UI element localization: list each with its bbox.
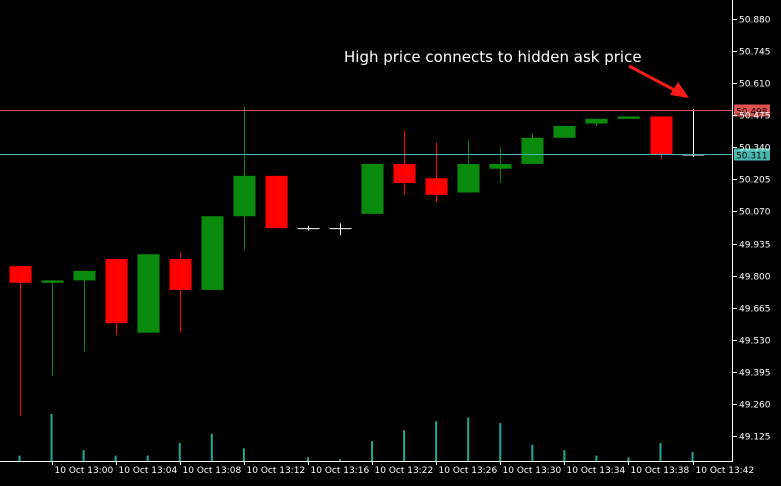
- volume-bar: [403, 430, 406, 461]
- candle-body: [105, 259, 128, 324]
- volume-bar: [691, 451, 694, 461]
- y-tick-label: 49.395: [739, 369, 771, 379]
- x-tick-label: 10 Oct 13:30: [503, 466, 562, 476]
- y-tick-label: 50.475: [739, 112, 771, 122]
- volume-bar: [82, 450, 85, 461]
- volume-bar: [146, 455, 149, 461]
- candle-body: [585, 118, 608, 124]
- x-tick-label: 10 Oct 13:04: [119, 466, 178, 476]
- candle-body: [169, 259, 192, 290]
- x-tick-label: 10 Oct 13:16: [311, 466, 370, 476]
- volume-bar: [178, 442, 181, 461]
- y-tick-label: 49.530: [739, 337, 771, 347]
- y-tick-label: 49.125: [739, 433, 771, 443]
- y-tick-label: 50.070: [739, 208, 771, 218]
- candle-body: [425, 178, 448, 195]
- x-tick-label: 10 Oct 13:38: [631, 466, 690, 476]
- y-tick-label: 49.935: [739, 241, 771, 251]
- x-tick-label: 10 Oct 13:42: [696, 466, 755, 476]
- annotation-text: High price connects to hidden ask price: [344, 48, 642, 66]
- candle-body: [73, 270, 96, 281]
- price-label-box: [734, 148, 770, 161]
- y-tick-label: 49.800: [739, 273, 771, 283]
- y-tick-label: 50.880: [739, 16, 771, 26]
- y-tick-label: 49.665: [739, 305, 771, 315]
- volume-bar: [595, 455, 598, 461]
- volume-layer: [18, 414, 694, 461]
- volume-bar: [499, 423, 502, 461]
- candle-body: [9, 266, 32, 283]
- candle-body: [329, 228, 352, 230]
- volume-bar: [18, 455, 21, 461]
- volume-bar: [659, 442, 662, 461]
- candle-body: [393, 163, 416, 183]
- x-tick-label: 10 Oct 13:00: [55, 466, 114, 476]
- x-tick-label: 10 Oct 13:12: [247, 466, 306, 476]
- candle-body: [457, 163, 480, 193]
- x-tick-label: 10 Oct 13:34: [567, 466, 626, 476]
- candle-body: [41, 280, 64, 283]
- y-tick-label: 50.745: [739, 48, 771, 58]
- candle-body: [137, 254, 160, 333]
- x-tick-label: 10 Oct 13:22: [375, 466, 434, 476]
- volume-bar: [627, 457, 630, 461]
- x-tick-label: 10 Oct 13:26: [439, 466, 498, 476]
- candle-body: [553, 125, 576, 138]
- candle-body: [650, 116, 673, 155]
- volume-bar: [435, 421, 438, 461]
- volume-bar: [306, 457, 309, 461]
- volume-bar: [210, 433, 213, 461]
- y-tick-label: 50.205: [739, 176, 771, 186]
- price-label: 50.311: [736, 152, 768, 162]
- candle-layer: [9, 106, 705, 416]
- volume-bar: [467, 417, 470, 461]
- candle-body: [361, 163, 384, 214]
- candle-body: [233, 175, 256, 217]
- y-tick-label: 50.610: [739, 80, 771, 90]
- price-line-layer: 50.498 50.311: [0, 104, 770, 162]
- annotation-arrow-icon: [628, 64, 689, 98]
- candle-body: [521, 137, 544, 164]
- candle-body: [265, 175, 288, 229]
- volume-bar: [371, 441, 374, 461]
- candle-body: [297, 228, 320, 230]
- candle-body: [489, 163, 512, 169]
- y-tick-label: 50.340: [739, 144, 771, 154]
- volume-bar: [563, 450, 566, 461]
- price-label-box: [734, 104, 770, 117]
- y-tick-label: 49.260: [739, 401, 771, 411]
- volume-bar: [531, 444, 534, 461]
- candle-body: [617, 116, 640, 119]
- candle-body: [201, 216, 224, 290]
- axis-layer: 50.880 50.745 50.610 50.475 50.340 50.205 50.0…: [0, 0, 771, 476]
- volume-bar: [50, 414, 53, 461]
- volume-bar: [339, 459, 341, 461]
- volume-bar: [242, 448, 245, 461]
- annotation-layer: High price connects to hidden ask price: [344, 48, 689, 98]
- x-tick-label: 10 Oct 13:08: [183, 466, 242, 476]
- price-label: 50.498: [736, 108, 768, 118]
- volume-bar: [114, 455, 117, 461]
